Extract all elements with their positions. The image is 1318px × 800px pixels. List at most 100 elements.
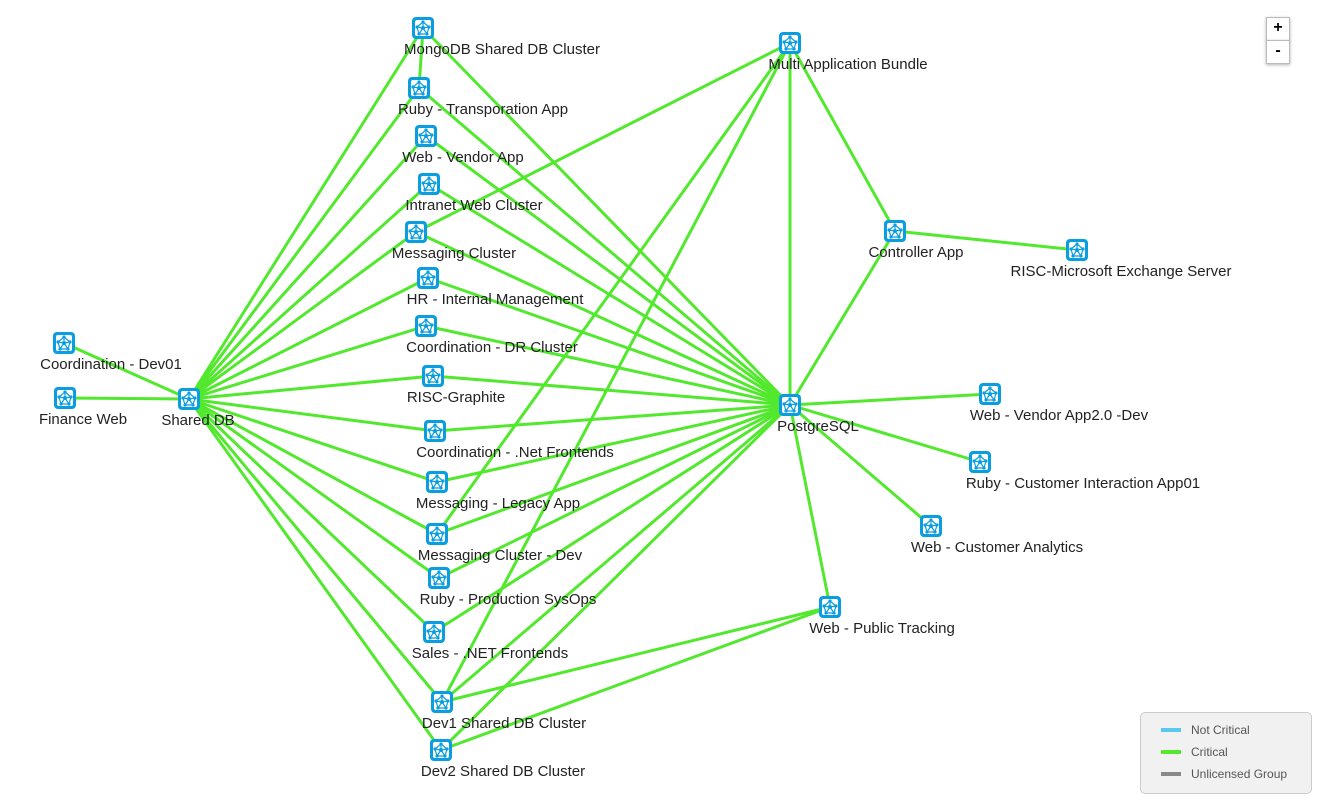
network-icon bbox=[405, 221, 427, 243]
node-label: Dev2 Shared DB Cluster bbox=[421, 763, 585, 780]
edge-publictrack-dev1 bbox=[441, 605, 831, 704]
network-icon bbox=[431, 691, 453, 713]
edge-postgres-dev2 bbox=[439, 403, 792, 752]
edge-postgres-dev1 bbox=[441, 403, 791, 704]
node-rubytrans[interactable]: Ruby - Transporation App bbox=[398, 77, 568, 118]
zoom-out-button[interactable]: - bbox=[1266, 40, 1290, 64]
edge-multi-controller bbox=[788, 42, 897, 232]
node-label: Ruby - Customer Interaction App01 bbox=[966, 475, 1200, 492]
node-intranet[interactable]: Intranet Web Cluster bbox=[405, 173, 543, 214]
node-label: Messaging Cluster - Dev bbox=[418, 547, 583, 564]
node-exchange[interactable]: RISC-Microsoft Exchange Server bbox=[1011, 239, 1232, 280]
edge-shareddb-webvendor bbox=[187, 134, 428, 401]
node-label: Ruby - Production SysOps bbox=[420, 591, 597, 608]
network-icon bbox=[423, 621, 445, 643]
edge-shareddb-rubytrans bbox=[187, 87, 421, 400]
network-icon bbox=[779, 394, 801, 416]
node-salesnet[interactable]: Sales - .NET Frontends bbox=[412, 621, 568, 662]
node-controller[interactable]: Controller App bbox=[868, 220, 964, 261]
node-hr[interactable]: HR - Internal Management bbox=[407, 267, 585, 308]
network-icon bbox=[412, 17, 434, 39]
network-icon bbox=[415, 125, 437, 147]
node-mongo[interactable]: MongoDB Shared DB Cluster bbox=[404, 17, 600, 58]
network-icon bbox=[422, 365, 444, 387]
edge-postgres-msglegacy bbox=[436, 403, 791, 484]
edge-postgres-rubysysops bbox=[438, 403, 791, 580]
edge-multi-msgdev bbox=[435, 42, 792, 535]
node-label: MongoDB Shared DB Cluster bbox=[404, 41, 600, 58]
node-label: PostgreSQL bbox=[777, 418, 859, 435]
edge-postgres-coorddr bbox=[425, 324, 791, 407]
network-icon bbox=[426, 523, 448, 545]
node-coorddr[interactable]: Coordination - DR Cluster bbox=[406, 315, 578, 356]
node-msgdev[interactable]: Messaging Cluster - Dev bbox=[418, 523, 583, 564]
network-icon bbox=[1066, 239, 1088, 261]
node-multi[interactable]: Multi Application Bundle bbox=[768, 32, 928, 73]
node-custanalytics[interactable]: Web - Customer Analytics bbox=[911, 515, 1083, 556]
network-icon bbox=[819, 596, 841, 618]
node-graphite[interactable]: RISC-Graphite bbox=[407, 365, 505, 406]
node-vendor2[interactable]: Web - Vendor App2.0 -Dev bbox=[970, 383, 1149, 424]
edge-shareddb-intranet bbox=[187, 182, 431, 401]
node-postgres[interactable]: PostgreSQL bbox=[777, 394, 859, 435]
legend-item-critical: Critical bbox=[1161, 745, 1228, 759]
node-msglegacy[interactable]: Messaging - Legacy App bbox=[416, 471, 580, 512]
nodes-layer: MongoDB Shared DB Cluster Ruby - Transpo… bbox=[39, 17, 1232, 780]
node-label: Coordination - Dev01 bbox=[40, 356, 182, 373]
network-icon bbox=[424, 420, 446, 442]
node-label: Web - Vendor App2.0 -Dev bbox=[970, 407, 1149, 424]
edge-shareddb-msgdev bbox=[188, 397, 438, 536]
node-label: Coordination - DR Cluster bbox=[406, 339, 578, 356]
node-label: Messaging Cluster bbox=[392, 245, 516, 262]
node-coorddev01[interactable]: Coordination - Dev01 bbox=[40, 332, 182, 373]
zoom-in-button[interactable]: + bbox=[1266, 17, 1290, 41]
edge-shareddb-msgcluster bbox=[188, 230, 417, 401]
edge-postgres-custanalytics bbox=[789, 403, 932, 528]
node-msgcluster[interactable]: Messaging Cluster bbox=[392, 221, 516, 262]
legend-item-not-critical: Not Critical bbox=[1161, 723, 1250, 737]
edge-controller-postgres bbox=[788, 230, 897, 406]
legend-label: Unlicensed Group bbox=[1191, 767, 1288, 781]
legend-item-unlicensed: Unlicensed Group bbox=[1161, 767, 1287, 781]
node-shareddb[interactable]: Shared DB bbox=[161, 388, 235, 429]
edge-shareddb-salesnet bbox=[187, 397, 436, 634]
network-icon bbox=[178, 388, 200, 410]
edge-postgres-graphite bbox=[432, 374, 791, 407]
edge-coorddev01-shareddb bbox=[63, 341, 190, 401]
edge-shareddb-dev2 bbox=[187, 398, 443, 751]
node-label: Messaging - Legacy App bbox=[416, 495, 580, 512]
node-dev1[interactable]: Dev1 Shared DB Cluster bbox=[422, 691, 586, 732]
edges-layer bbox=[63, 26, 1078, 752]
edge-finance-shareddb bbox=[64, 396, 190, 401]
edge-shareddb-hr bbox=[188, 276, 429, 401]
edge-shareddb-mongo bbox=[187, 27, 425, 400]
node-dev2[interactable]: Dev2 Shared DB Cluster bbox=[421, 739, 585, 780]
edge-multi-dev1 bbox=[440, 42, 792, 703]
node-label: Web - Public Tracking bbox=[809, 620, 955, 637]
node-coordnet[interactable]: Coordination - .Net Frontends bbox=[416, 420, 614, 461]
legend-label: Not Critical bbox=[1191, 723, 1250, 737]
edge-postgres-rubytrans bbox=[418, 86, 791, 407]
node-label: Dev1 Shared DB Cluster bbox=[422, 715, 586, 732]
node-label: Finance Web bbox=[39, 411, 127, 428]
network-icon bbox=[428, 567, 450, 589]
network-icon bbox=[54, 387, 76, 409]
node-webvendor[interactable]: Web - Vendor App bbox=[402, 125, 524, 166]
node-label: RISC-Microsoft Exchange Server bbox=[1011, 263, 1232, 280]
node-rubycust[interactable]: Ruby - Customer Interaction App01 bbox=[966, 451, 1200, 492]
network-icon bbox=[884, 220, 906, 242]
edge-postgres-coordnet bbox=[434, 403, 791, 433]
edge-publictrack-dev2 bbox=[440, 605, 831, 752]
edge-shareddb-graphite bbox=[188, 374, 434, 401]
network-icon bbox=[430, 739, 452, 761]
node-publictrack[interactable]: Web - Public Tracking bbox=[809, 596, 955, 637]
node-rubysysops[interactable]: Ruby - Production SysOps bbox=[420, 567, 597, 608]
edge-multi-msgcluster bbox=[415, 41, 791, 234]
edge-shareddb-coordnet bbox=[188, 397, 436, 433]
edge-postgres-publictrack bbox=[788, 404, 832, 608]
edge-postgres-hr bbox=[427, 276, 791, 407]
node-label: Ruby - Transporation App bbox=[398, 101, 568, 118]
node-finance[interactable]: Finance Web bbox=[39, 387, 127, 428]
network-icon bbox=[426, 471, 448, 493]
